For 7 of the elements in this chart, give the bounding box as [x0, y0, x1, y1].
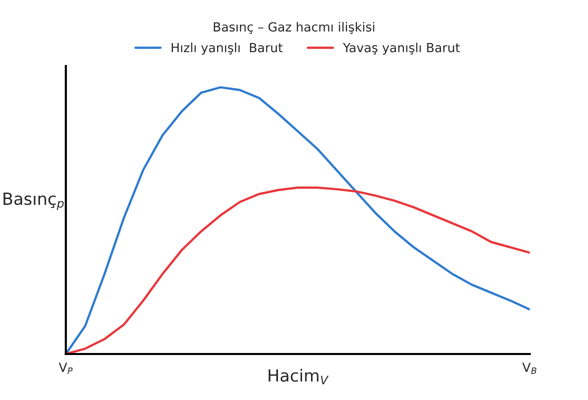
chart-title: Basınç – Gaz hacmı ilişkisi: [214, 22, 374, 34]
legend-label: Yavaş yanışlı Barut: [342, 42, 460, 55]
x-tick-label: V$_{B}$: [522, 362, 536, 374]
x-axis-title: Hacim$_{V}$: [268, 368, 329, 384]
y-axis-title: Basınç$_{p}$: [4, 192, 64, 210]
x-tick-label: V$_{P}$: [58, 362, 73, 374]
legend-label: Hızlı yanışlı Barut: [172, 42, 283, 55]
